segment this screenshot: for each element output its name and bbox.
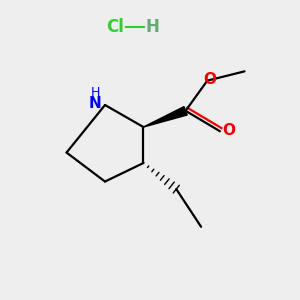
Text: H: H <box>90 85 100 98</box>
Polygon shape <box>143 106 187 127</box>
Text: N: N <box>88 97 101 112</box>
Text: Cl: Cl <box>106 18 124 36</box>
Text: O: O <box>222 123 235 138</box>
Text: O: O <box>203 72 216 87</box>
Text: H: H <box>146 18 160 36</box>
